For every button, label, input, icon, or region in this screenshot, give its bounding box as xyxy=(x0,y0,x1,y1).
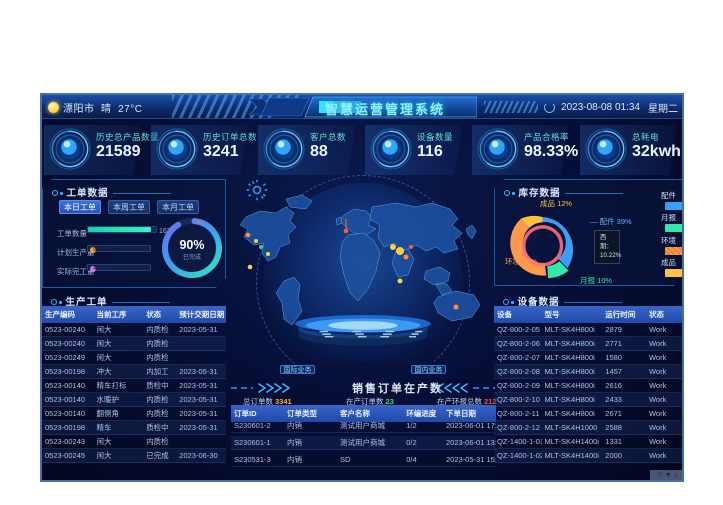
svg-text:90%: 90% xyxy=(179,238,204,252)
svg-text:已完成: 已完成 xyxy=(183,253,201,261)
